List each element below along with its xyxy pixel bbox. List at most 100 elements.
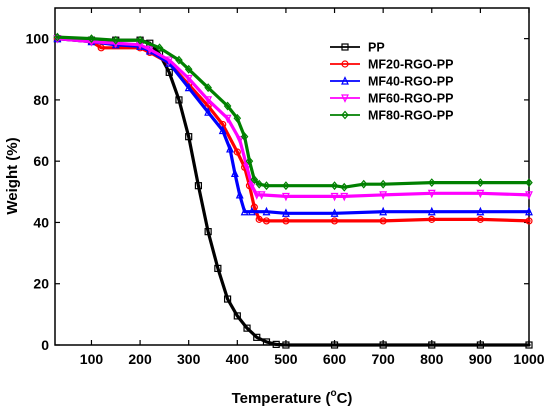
legend-item: MF60-RGO-PP [330,92,453,106]
data-point [175,96,183,104]
data-point [194,182,203,190]
data-point [253,333,261,341]
data-point [235,189,244,199]
series-mf60-rgo-pp [53,35,533,202]
data-point [257,191,266,200]
legend-item: PP [330,41,385,55]
data-point [111,35,120,45]
data-point [525,178,533,188]
data-point [233,148,241,156]
y-tick-label: 40 [33,214,49,230]
data-point [330,208,339,217]
data-point [379,206,388,216]
data-point [525,206,533,216]
data-point [427,206,436,216]
data-point [281,208,290,217]
data-point [214,264,222,273]
data-point [226,143,234,153]
x-tick-label: 600 [323,351,347,367]
data-point [233,113,242,123]
data-point [223,114,232,124]
data-point [204,228,212,236]
data-point [282,341,290,349]
y-tick-label: 100 [26,31,50,47]
data-point [262,217,271,225]
data-point [282,181,290,191]
legend-label: MF60-RGO-PP [368,92,453,106]
plot-frame [54,7,530,346]
data-point [204,83,212,93]
legend-marker [341,60,349,68]
data-point [245,156,254,166]
data-point [218,125,227,135]
data-point [525,217,533,225]
data-point [340,182,349,192]
x-tick-label: 800 [420,351,444,367]
legend-label: MF40-RGO-PP [368,75,453,89]
data-point [235,136,244,145]
series-line [55,36,531,198]
data-point [185,133,193,141]
data-point [476,341,484,349]
data-point [476,178,485,188]
legend-item: MF20-RGO-PP [330,58,453,72]
y-tick-label: 80 [33,92,49,108]
data-point [282,217,290,225]
legend-label: MF80-RGO-PP [368,109,453,123]
data-point [223,295,232,303]
series-line [55,35,531,189]
data-point [247,182,256,191]
data-point [272,340,280,348]
data-point [330,217,339,225]
data-point [281,192,290,202]
data-point [204,107,213,116]
data-point [262,206,271,216]
data-point [476,215,484,223]
legend-label: MF20-RGO-PP [368,58,453,72]
data-point [379,217,387,225]
data-point [184,64,193,74]
y-axis-title: Weight (%) [4,137,21,214]
data-point [240,132,249,142]
data-point [428,341,436,349]
x-tick-label: 400 [226,351,250,367]
data-point [330,341,339,349]
data-point [262,338,271,346]
data-point [379,191,388,200]
data-point [243,163,251,173]
data-point [165,68,173,76]
data-point [340,192,349,202]
x-tick-label: 200 [128,351,152,367]
legend-item: MF80-RGO-PP [330,109,453,123]
x-tick-label: 100 [80,351,104,367]
data-point [525,191,533,200]
data-point [230,168,239,178]
data-point [97,44,105,52]
legend-marker [341,76,349,85]
x-axis-title: Temperature (oC) [232,388,353,407]
legend: PP MF20-RGO-PP MF40-RGO-PP MF60-RGO-PP MF80-… [330,41,453,123]
data-point [155,43,164,53]
data-point [240,206,249,216]
data-point [145,45,154,55]
data-point [204,96,213,105]
data-point [262,181,271,191]
data-point [223,101,232,111]
legend-marker [341,110,349,120]
data-point [53,32,62,42]
data-point [250,175,259,184]
legend-label: PP [368,41,385,55]
data-point [427,189,436,199]
series-mf40-rgo-pp [53,33,533,217]
data-point [184,82,193,92]
data-point [476,206,485,216]
y-tick-label: 0 [41,337,49,353]
data-point [255,179,263,189]
y-tick-label: 20 [33,276,49,292]
data-point [359,179,368,189]
data-point [428,215,436,223]
x-tick-label: 900 [469,351,493,367]
series-layer [53,32,533,349]
data-point [255,215,263,223]
